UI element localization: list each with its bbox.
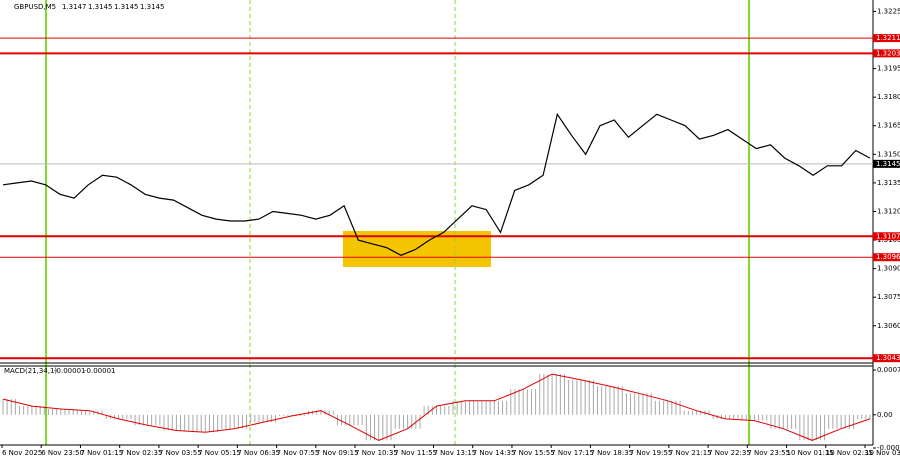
- x-tick-label: 7 Nov 15:55: [512, 449, 555, 457]
- header-value: 1.3145: [114, 3, 139, 11]
- header-value: 1.3145: [88, 3, 113, 11]
- x-tick-label: 7 Nov 21:15: [669, 449, 712, 457]
- indicator-title: MACD(21,34,1): [4, 367, 57, 375]
- header-value: 1.3147: [62, 3, 87, 11]
- header-value: -0.00001: [84, 367, 115, 375]
- level-label-box: [873, 232, 900, 241]
- last-price-label: 1.3145: [876, 160, 900, 168]
- level-label-box: [873, 49, 900, 58]
- y-tick-label: 1.3165: [877, 122, 900, 130]
- y-tick-label: 1.3135: [877, 179, 900, 187]
- level-label: 1.3043: [876, 354, 900, 362]
- x-tick-label: 6 Nov 23:50: [41, 449, 84, 457]
- y-tick-label: 1.3225: [877, 7, 900, 15]
- y-tick-label: 0.00077: [877, 366, 900, 374]
- x-tick-label: 7 Nov 07:55: [277, 449, 320, 457]
- header-value: -0.00001: [54, 367, 85, 375]
- x-tick-label: 6 Nov 2025: [2, 449, 42, 457]
- x-tick-label: 7 Nov 02:35: [120, 449, 163, 457]
- x-tick-label: 7 Nov 09:15: [316, 449, 359, 457]
- last-price-box: [873, 159, 900, 168]
- x-tick-label: 7 Nov 23:55: [747, 449, 790, 457]
- level-label-box: [873, 354, 900, 363]
- level-label: 1.3203: [876, 49, 900, 57]
- chart-title: GBPUSD,M5: [14, 3, 56, 11]
- x-tick-label: 7 Nov 05:15: [198, 449, 241, 457]
- x-tick-label: 7 Nov 17:15: [551, 449, 594, 457]
- y-tick-label: 1.3075: [877, 293, 900, 301]
- y-tick-label: 1.3120: [877, 207, 900, 215]
- x-tick-label: 7 Nov 13:15: [434, 449, 477, 457]
- x-tick-label: 7 Nov 11:55: [394, 449, 437, 457]
- x-tick-label: 7 Nov 06:35: [237, 449, 280, 457]
- signal-line: [2, 373, 871, 441]
- price-line: [2, 112, 871, 256]
- y-tick-label: 1.3180: [877, 93, 900, 101]
- y-tick-label: 1.3060: [877, 322, 900, 330]
- x-tick-label: 7 Nov 03:55: [159, 449, 202, 457]
- level-label: 1.3211: [876, 34, 900, 42]
- level-label-box: [873, 34, 900, 43]
- x-tick-label: 7 Nov 14:35: [473, 449, 516, 457]
- x-tick-label: 7 Nov 10:35: [355, 449, 398, 457]
- x-tick-label: 7 Nov 01:15: [80, 449, 123, 457]
- x-tick-label: 10 Nov 01:15: [787, 449, 834, 457]
- header-value: 1.3145: [140, 3, 165, 11]
- x-tick-label: 10 Nov 03:55: [865, 449, 900, 457]
- x-tick-label: 10 Nov 02:35: [826, 449, 873, 457]
- y-tick-label: 1.3195: [877, 65, 900, 73]
- y-tick-label: 1.3150: [877, 150, 900, 158]
- level-label: 1.3096: [876, 253, 900, 261]
- y-tick-label: 0.00: [877, 411, 893, 419]
- y-tick-label: 1.3090: [877, 265, 900, 273]
- y-tick-label: -0.00064: [877, 444, 900, 452]
- level-label: 1.3107: [876, 232, 900, 240]
- x-tick-label: 7 Nov 22:35: [708, 449, 751, 457]
- level-label-box: [873, 253, 900, 262]
- x-tick-label: 7 Nov 18:35: [590, 449, 633, 457]
- x-tick-label: 7 Nov 19:55: [630, 449, 673, 457]
